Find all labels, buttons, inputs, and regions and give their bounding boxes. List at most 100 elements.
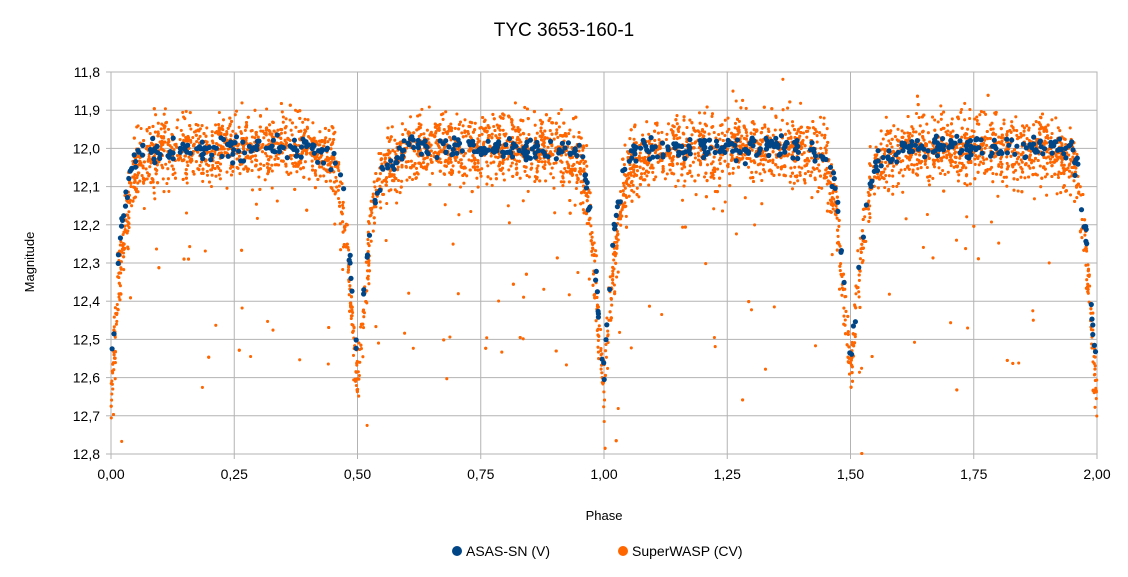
superwasp-point: [803, 178, 807, 183]
superwasp-point: [1067, 153, 1071, 157]
superwasp-point: [807, 126, 811, 130]
superwasp-point: [968, 107, 972, 112]
superwasp-point: [485, 160, 489, 164]
superwasp-point: [691, 126, 696, 130]
superwasp-point: [840, 293, 844, 297]
superwasp-point: [963, 101, 967, 105]
superwasp-point: [506, 157, 510, 161]
superwasp-point: [226, 147, 230, 151]
superwasp-point: [937, 166, 941, 170]
superwasp-point: [540, 132, 545, 136]
superwasp-point: [936, 120, 940, 124]
superwasp-point: [741, 156, 745, 160]
superwasp-point: [324, 136, 328, 140]
superwasp-point: [654, 121, 658, 126]
superwasp-point: [1095, 414, 1099, 418]
superwasp-point: [820, 186, 824, 190]
superwasp-point: [471, 154, 475, 158]
superwasp-point: [966, 127, 970, 131]
superwasp-point: [769, 169, 774, 173]
superwasp-point: [1027, 164, 1031, 168]
superwasp-point: [441, 112, 445, 116]
superwasp-point: [720, 123, 724, 127]
superwasp-point: [334, 175, 338, 179]
superwasp-point: [683, 143, 687, 148]
superwasp-point: [538, 134, 542, 138]
superwasp-point: [506, 204, 510, 208]
superwasp-point: [997, 241, 1001, 245]
superwasp-point: [207, 180, 212, 184]
superwasp-point: [742, 124, 746, 128]
superwasp-point: [781, 77, 785, 81]
superwasp-point: [536, 159, 541, 164]
superwasp-point: [562, 180, 566, 184]
superwasp-point: [313, 157, 317, 161]
superwasp-point: [876, 175, 880, 179]
superwasp-point: [676, 127, 681, 131]
superwasp-point: [817, 185, 821, 190]
superwasp-point: [170, 132, 174, 136]
superwasp-point: [680, 198, 685, 202]
superwasp-point: [380, 162, 384, 166]
superwasp-point: [484, 346, 488, 350]
superwasp-point: [590, 235, 594, 239]
superwasp-point: [372, 221, 377, 225]
superwasp-point: [160, 147, 165, 152]
superwasp-point: [437, 160, 441, 164]
superwasp-point: [653, 138, 657, 142]
superwasp-point: [236, 144, 240, 148]
superwasp-point: [137, 163, 141, 167]
superwasp-point: [960, 135, 964, 139]
superwasp-point: [882, 152, 886, 156]
superwasp-point: [194, 133, 198, 137]
superwasp-point: [632, 190, 636, 194]
superwasp-point: [999, 173, 1003, 177]
superwasp-point: [337, 169, 341, 173]
superwasp-point: [938, 171, 943, 176]
superwasp-point: [951, 129, 955, 133]
superwasp-point: [720, 209, 725, 213]
superwasp-point: [623, 201, 627, 205]
superwasp-point: [1034, 172, 1038, 176]
superwasp-point: [1091, 388, 1095, 392]
superwasp-point: [148, 144, 152, 148]
superwasp-point: [968, 135, 972, 139]
superwasp-point: [630, 188, 634, 192]
superwasp-point: [110, 379, 114, 383]
superwasp-point: [675, 114, 679, 118]
superwasp-point: [1083, 218, 1087, 222]
superwasp-point: [430, 171, 434, 175]
superwasp-point: [493, 128, 497, 133]
superwasp-point: [847, 360, 851, 364]
superwasp-point: [293, 108, 298, 112]
superwasp-point: [872, 192, 877, 196]
superwasp-point: [671, 131, 675, 135]
superwasp-point: [624, 204, 628, 208]
superwasp-point: [253, 154, 258, 158]
superwasp-point: [395, 142, 399, 146]
superwasp-point: [347, 293, 351, 297]
superwasp-point: [685, 125, 689, 130]
superwasp-point: [885, 129, 889, 133]
superwasp-point: [126, 245, 130, 249]
superwasp-point: [737, 119, 741, 123]
superwasp-point: [209, 184, 214, 189]
superwasp-point: [1093, 355, 1097, 359]
superwasp-point: [632, 174, 636, 178]
superwasp-point: [347, 248, 351, 252]
superwasp-point: [693, 179, 697, 183]
plot-frame: [110, 71, 1098, 455]
superwasp-point: [835, 216, 839, 220]
superwasp-point: [573, 167, 577, 171]
superwasp-point: [507, 168, 511, 172]
superwasp-point: [663, 177, 667, 181]
superwasp-point: [186, 134, 190, 138]
superwasp-point: [154, 247, 159, 251]
superwasp-point: [111, 412, 116, 417]
superwasp-point: [693, 156, 697, 160]
superwasp-point: [904, 217, 908, 221]
superwasp-point: [559, 180, 563, 184]
superwasp-point: [204, 134, 208, 138]
superwasp-point: [1031, 309, 1035, 313]
superwasp-point: [781, 108, 785, 112]
